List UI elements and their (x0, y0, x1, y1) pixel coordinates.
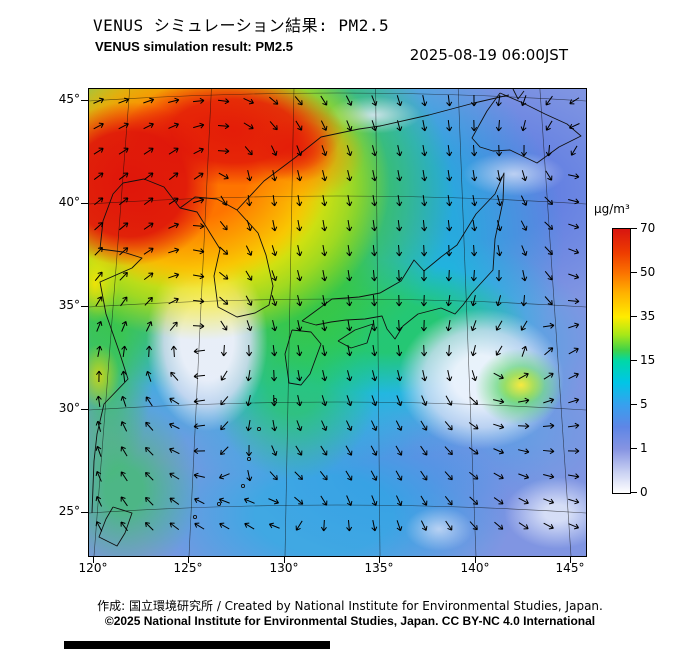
page-title-japanese: VENUS シミュレーション結果: PM2.5 (93, 16, 390, 35)
axis-tick (93, 556, 94, 563)
colorbar-tick-label-35: 35 (640, 309, 656, 323)
lat-tick-label-25: 25° (58, 504, 80, 518)
lat-tick-label-30: 30° (58, 401, 80, 415)
colorbar-tick-label-15: 15 (640, 353, 656, 367)
timestamp: 2025-08-19 06:00JST (409, 46, 568, 64)
credit-line: 作成: 国立環境研究所 / Created by National Instit… (97, 599, 603, 613)
lon-tick-label-130: 130° (269, 561, 299, 575)
lat-tick-label-45: 45° (58, 92, 80, 106)
axis-tick (379, 556, 380, 563)
lon-tick-label-135: 135° (364, 561, 394, 575)
colorbar-tick-label-0: 0 (640, 485, 648, 499)
axis-tick (81, 409, 88, 410)
colorbar-tick-label-50: 50 (640, 265, 656, 279)
lon-tick-label-140: 140° (460, 561, 490, 575)
page-title-english: VENUS simulation result: PM2.5 (95, 39, 293, 54)
lon-tick-label-145: 145° (555, 561, 585, 575)
colorbar-tick (631, 492, 637, 493)
lon-tick-label-120: 120° (78, 561, 108, 575)
colorbar-unit-label: µg/m³ (594, 202, 630, 216)
copyright-line: ©2025 National Institute for Environment… (104, 614, 596, 628)
lat-tick-label-40: 40° (58, 195, 80, 209)
colorbar-tick (631, 360, 637, 361)
colorbar-tick (631, 272, 637, 273)
map-frame (88, 88, 587, 557)
colorbar-tick-label-1: 1 (640, 441, 648, 455)
colorbar-tick (631, 448, 637, 449)
axis-tick (188, 556, 189, 563)
lon-tick-label-125: 125° (173, 561, 203, 575)
axis-tick (284, 556, 285, 563)
lat-tick-label-35: 35° (58, 298, 80, 312)
colorbar-tick (631, 228, 637, 229)
colorbar-tick-label-70: 70 (640, 221, 656, 235)
bottom-bar (64, 641, 330, 649)
axis-tick (570, 556, 571, 563)
axis-tick (475, 556, 476, 563)
colorbar-gradient (612, 228, 631, 494)
colorbar-tick (631, 316, 637, 317)
colorbar-tick-label-5: 5 (640, 397, 648, 411)
map-overlay (89, 89, 586, 556)
axis-tick (81, 100, 88, 101)
colorbar-tick (631, 404, 637, 405)
axis-tick (81, 512, 88, 513)
axis-tick (81, 203, 88, 204)
axis-tick (81, 306, 88, 307)
